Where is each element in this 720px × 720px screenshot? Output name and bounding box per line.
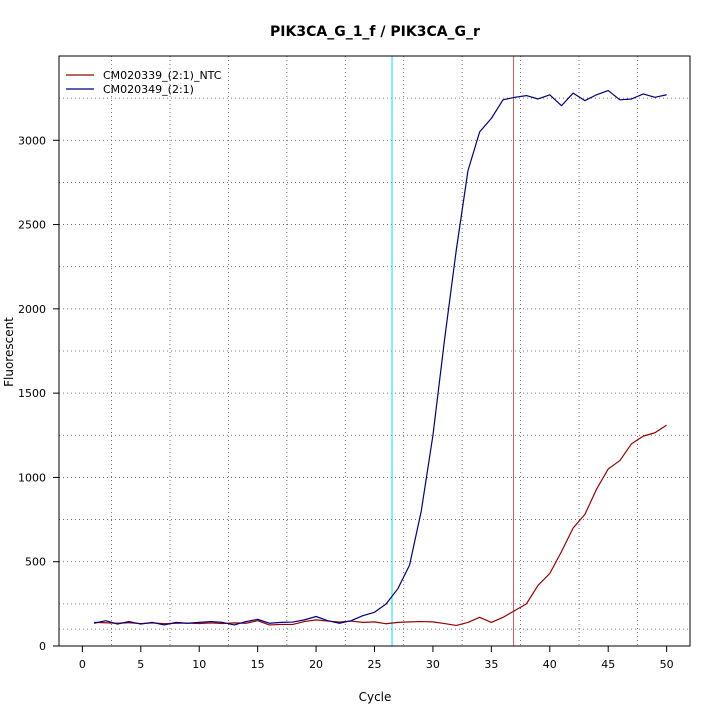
x-tick-label: 20 bbox=[309, 658, 323, 671]
legend-label-2: CM020349_(2:1) bbox=[103, 83, 194, 96]
x-tick-label: 5 bbox=[137, 658, 144, 671]
y-axis-label: Fluorescent bbox=[2, 317, 16, 387]
series-line-1 bbox=[94, 424, 667, 627]
x-tick-label: 45 bbox=[601, 658, 615, 671]
grid-lines bbox=[59, 56, 690, 646]
y-tick-label: 3000 bbox=[18, 134, 46, 147]
y-tick-label: 2500 bbox=[18, 219, 46, 232]
x-tick-label: 40 bbox=[543, 658, 557, 671]
x-tick-label: 35 bbox=[484, 658, 498, 671]
x-tick-label: 25 bbox=[368, 658, 382, 671]
y-axis: 0 500 1000 1500 2000 2500 3000 bbox=[18, 134, 59, 653]
series-layer bbox=[93, 89, 667, 627]
chart-title: PIK3CA_G_1_f / PIK3CA_G_r bbox=[270, 24, 480, 40]
x-tick-label: 0 bbox=[79, 658, 86, 671]
x-tick-label: 30 bbox=[426, 658, 440, 671]
x-axis: 0 5 10 15 20 25 30 35 40 45 50 bbox=[79, 646, 674, 671]
y-tick-label: 0 bbox=[39, 640, 46, 653]
y-tick-label: 1500 bbox=[18, 387, 46, 400]
x-tick-label: 50 bbox=[660, 658, 674, 671]
series-line-2 bbox=[93, 89, 667, 626]
x-tick-label: 15 bbox=[251, 658, 265, 671]
x-axis-label: Cycle bbox=[359, 690, 392, 704]
y-tick-label: 500 bbox=[25, 556, 46, 569]
threshold-lines bbox=[391, 56, 515, 646]
legend-label-1: CM020339_(2:1)_NTC bbox=[103, 69, 222, 82]
y-tick-label: 1000 bbox=[18, 471, 46, 484]
x-tick-label: 10 bbox=[192, 658, 206, 671]
y-tick-label: 2000 bbox=[18, 303, 46, 316]
